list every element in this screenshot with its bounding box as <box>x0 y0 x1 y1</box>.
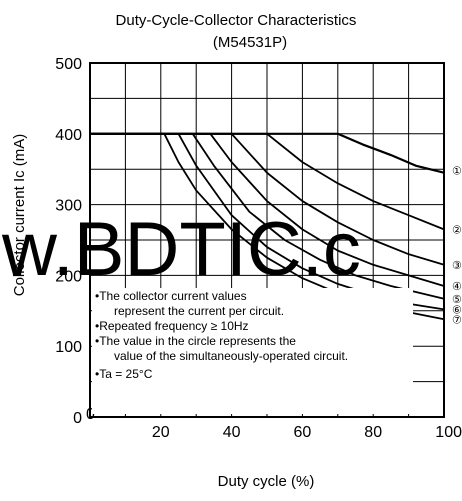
series-line-4 <box>90 132 445 287</box>
watermark: w.BDTIC.c <box>1 207 361 292</box>
series-line-2 <box>90 132 445 231</box>
series-line-5 <box>90 132 445 300</box>
note-line: •Ta = 25°C <box>95 367 153 381</box>
series-label-7: ⑦ <box>452 314 462 326</box>
series-label-4: ④ <box>452 281 462 293</box>
note-line: value of the simultaneously-operated cir… <box>114 349 348 363</box>
tick-labels: 0 20 40 60 80 100 0 100 200 300 400 500 <box>55 56 462 441</box>
x-tick-label: 80 <box>364 424 382 441</box>
chart-title: Duty-Cycle-Collector Characteristics <box>116 12 357 29</box>
note-line: represent the current per circuit. <box>114 304 284 318</box>
x-tick-label: 60 <box>294 424 312 441</box>
series-label-2: ② <box>452 224 462 236</box>
x-tick-label: 100 <box>435 424 462 441</box>
note-line: •The value in the circle represents the <box>95 334 296 348</box>
x-tick-label: 20 <box>152 424 170 441</box>
series-line-1 <box>90 132 445 174</box>
y-tick-label: 0 <box>73 410 82 427</box>
y-tick-label: 400 <box>55 127 82 144</box>
x-tick-label: 40 <box>223 424 241 441</box>
series-label-5: ⑤ <box>452 294 462 306</box>
y-tick-label: 200 <box>55 268 82 285</box>
series-line-3 <box>90 132 445 266</box>
x-tick-label: 0 <box>86 406 95 423</box>
series-label-3: ③ <box>452 260 462 272</box>
x-axis-label: Duty cycle (%) <box>218 473 315 490</box>
chart-subtitle: (M54531P) <box>213 34 287 51</box>
note-line: •The collector current values <box>95 289 247 303</box>
plot-frame <box>89 62 445 418</box>
y-tick-label: 500 <box>55 56 82 73</box>
notes: •The collector current values represent … <box>95 289 348 381</box>
notes-box <box>92 288 413 414</box>
y-tick-label: 100 <box>55 339 82 356</box>
series-label-6: ⑥ <box>452 304 462 316</box>
series-label-1: ① <box>452 166 462 178</box>
y-axis-label: Collector current Ic (mA) <box>11 134 28 297</box>
y-tick-label: 300 <box>55 198 82 215</box>
note-line: •Repeated frequency ≥ 10Hz <box>95 319 249 333</box>
